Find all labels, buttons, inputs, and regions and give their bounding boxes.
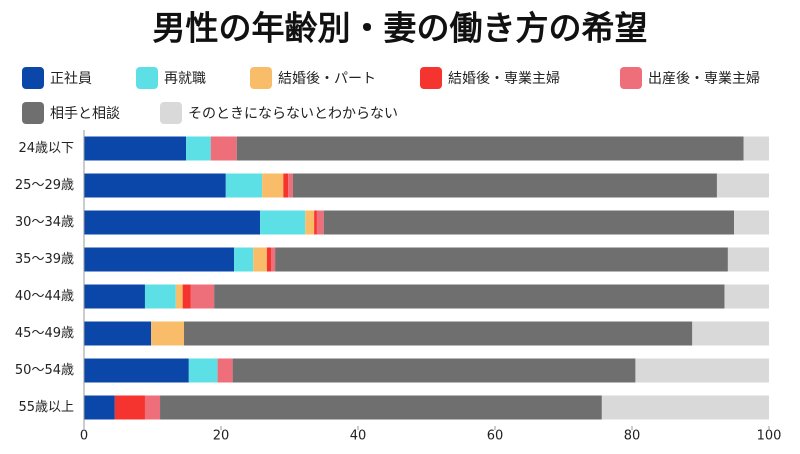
- legend-label: そのときにならないとわからない: [188, 106, 398, 122]
- y-tick-label: 35〜39歳: [15, 252, 74, 267]
- bar-segment: [186, 136, 211, 161]
- bar-segment: [190, 284, 215, 309]
- bar-segment: [692, 321, 769, 346]
- bar-segment: [234, 247, 254, 272]
- legend-label: 結婚後・パート: [278, 71, 376, 87]
- bar-segment: [314, 210, 317, 235]
- legend-swatch: [620, 67, 642, 89]
- bar-segment: [305, 210, 315, 235]
- legend-label: 出産後・専業主婦: [648, 70, 760, 87]
- bar-segment: [210, 136, 237, 161]
- bar-segment: [182, 284, 191, 309]
- legend-swatch: [420, 67, 442, 89]
- legend-label: 相手と相談: [50, 106, 120, 122]
- bar-segment: [175, 284, 183, 309]
- bar-segment: [716, 173, 769, 198]
- y-tick-label: 45〜49歳: [15, 326, 74, 341]
- legend-label: 結婚後・専業主婦: [448, 70, 560, 87]
- bar-segment: [260, 210, 306, 235]
- bar-segment: [266, 247, 272, 272]
- bar-segment: [275, 247, 728, 272]
- bar-segment: [262, 173, 284, 198]
- bar-segment: [236, 136, 744, 161]
- bar-segment: [232, 358, 636, 383]
- y-tick-label: 25〜29歳: [15, 178, 74, 193]
- bar-segment: [601, 395, 769, 420]
- x-tick-label: 60: [487, 429, 504, 444]
- bar-segment: [184, 321, 693, 346]
- bar-segment: [271, 247, 276, 272]
- y-tick-label: 30〜34歳: [15, 215, 74, 230]
- x-tick-label: 20: [213, 429, 230, 444]
- bar-segment: [84, 321, 152, 346]
- x-tick-label: 100: [757, 429, 782, 444]
- bar-segment: [727, 247, 769, 272]
- legend-swatch: [22, 67, 44, 89]
- bar-segment: [316, 210, 324, 235]
- bar-segment: [734, 210, 769, 235]
- y-tick-label: 55歳以上: [18, 400, 74, 415]
- bar-segment: [151, 321, 185, 346]
- x-tick-label: 40: [350, 429, 367, 444]
- bar-segment: [214, 284, 725, 309]
- x-tick-label: 80: [624, 429, 641, 444]
- bar-segment: [743, 136, 769, 161]
- bar-segment: [217, 358, 233, 383]
- bar-segment: [144, 284, 176, 309]
- bar-segment: [84, 136, 187, 161]
- bar-segment: [323, 210, 735, 235]
- bar-segment: [283, 173, 289, 198]
- bar-segment: [84, 247, 235, 272]
- chart-title: 男性の年齢別・妻の働き方の希望: [153, 9, 648, 48]
- bar-segment: [288, 173, 293, 198]
- legend-label: 正社員: [50, 71, 92, 87]
- bar-segment: [225, 173, 263, 198]
- bar-segment: [84, 284, 145, 309]
- x-tick-label: 0: [80, 429, 88, 444]
- bar-segment: [84, 358, 189, 383]
- legend-swatch: [160, 102, 182, 124]
- bar-segment: [84, 395, 115, 420]
- bar-segment: [84, 173, 226, 198]
- legend-swatch: [250, 67, 272, 89]
- bar-segment: [114, 395, 145, 420]
- bar-segment: [188, 358, 218, 383]
- bar-segment: [84, 210, 261, 235]
- bar-segment: [292, 173, 717, 198]
- y-tick-label: 50〜54歳: [15, 363, 74, 378]
- bar-segment: [253, 247, 267, 272]
- y-tick-label: 40〜44歳: [15, 289, 74, 304]
- legend-swatch: [22, 102, 44, 124]
- bar-segment: [724, 284, 769, 309]
- y-tick-label: 24歳以下: [18, 141, 74, 156]
- bar-segment: [144, 395, 161, 420]
- legend-label: 再就職: [164, 71, 206, 87]
- bar-segment: [635, 358, 769, 383]
- bar-segment: [160, 395, 602, 420]
- legend-swatch: [136, 67, 158, 89]
